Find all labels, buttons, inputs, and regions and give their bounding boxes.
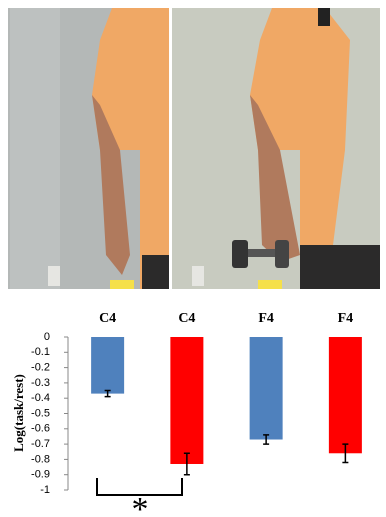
y-axis-title: Log(task/rest) — [11, 374, 26, 452]
bar — [250, 337, 283, 440]
y-tick-label: -0.7 — [31, 438, 50, 450]
y-tick-label: -1 — [40, 484, 50, 496]
category-label: F4 — [258, 311, 274, 326]
y-tick-label: -0.3 — [31, 377, 50, 389]
bar — [170, 337, 203, 464]
y-tick-label: -0.1 — [31, 346, 50, 358]
bar — [329, 337, 362, 453]
category-label: C4 — [178, 311, 195, 326]
significance-mark: * — [132, 491, 149, 517]
category-label: C4 — [99, 311, 116, 326]
y-tick-label: -0.2 — [31, 362, 50, 374]
y-tick-label: -0.6 — [31, 423, 50, 435]
category-label: F4 — [338, 311, 354, 326]
y-tick-label: -0.9 — [31, 469, 50, 481]
bar — [91, 337, 124, 394]
y-tick-label: -0.4 — [31, 392, 50, 404]
y-tick-label: -0.8 — [31, 453, 50, 465]
y-tick-label: 0 — [44, 331, 50, 343]
figure: Log(task/rest) * 0 -0.1 -0.2 -0.3 -0.4 -0.5 -0… — [0, 0, 386, 517]
y-tick-label: -0.5 — [31, 407, 50, 419]
photo-right — [172, 8, 380, 289]
photo-left — [8, 8, 169, 289]
